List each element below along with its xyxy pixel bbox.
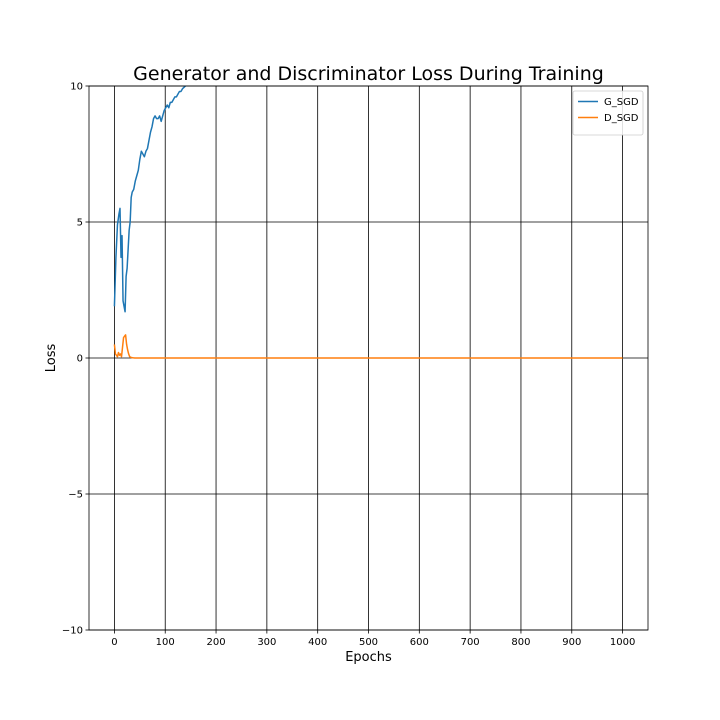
y-axis-label: Loss: [44, 344, 59, 373]
x-tick-label: 100: [156, 637, 175, 648]
y-axis-ticks: −10 −5 0 5 10: [62, 82, 89, 637]
x-tick-label: 200: [206, 637, 225, 648]
x-tick-label: 300: [257, 637, 276, 648]
x-tick-label: 800: [511, 637, 530, 648]
chart-title: Generator and Discriminator Loss During …: [133, 63, 604, 85]
y-tick-label: 5: [77, 218, 83, 229]
series-lines: [113, 85, 623, 359]
legend-label: G_SGD: [604, 97, 639, 108]
legend-label: D_SGD: [604, 113, 639, 124]
y-tick-label: −10: [62, 626, 83, 637]
x-tick-label: 1000: [610, 637, 635, 648]
y-tick-label: 0: [77, 354, 83, 365]
y-tick-label: 10: [70, 82, 83, 93]
x-tick-label: 700: [461, 637, 480, 648]
x-axis-label: Epochs: [345, 650, 392, 665]
legend: G_SGD D_SGD: [572, 90, 644, 136]
series-line-d-sgd: [113, 334, 623, 359]
series-line-g-sgd: [113, 85, 187, 313]
y-tick-label: −5: [68, 490, 83, 501]
x-tick-label: 500: [359, 637, 378, 648]
x-tick-label: 600: [410, 637, 429, 648]
x-axis-ticks: 0 100 200 300 400 500 600 700 800 900 1000: [111, 630, 635, 648]
x-tick-label: 0: [111, 637, 117, 648]
x-tick-label: 400: [308, 637, 327, 648]
x-tick-label: 900: [562, 637, 581, 648]
